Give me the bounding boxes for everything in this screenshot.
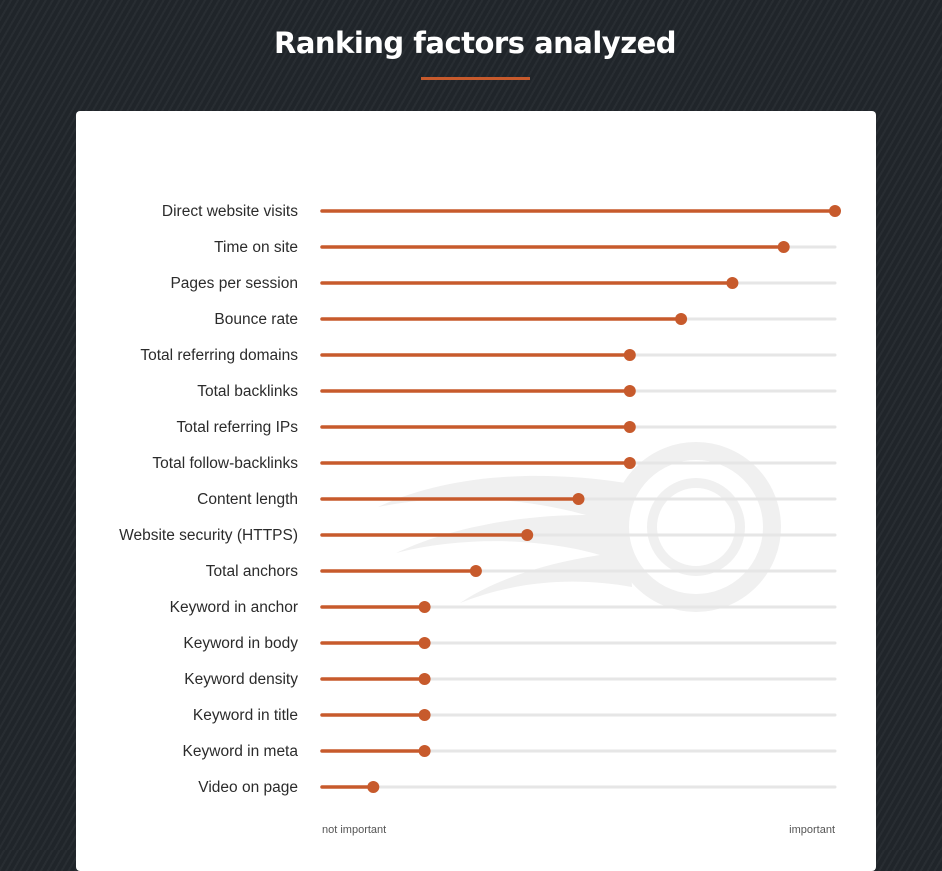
category-label: Time on site <box>214 239 298 256</box>
axis-min-label: not important <box>322 824 386 836</box>
value-point[interactable] <box>623 421 636 433</box>
value-point[interactable] <box>623 457 636 469</box>
page-title: Ranking factors analyzed <box>273 26 677 60</box>
category-label: Keyword in meta <box>183 743 299 760</box>
value-point[interactable] <box>623 349 636 361</box>
value-point[interactable] <box>675 313 688 325</box>
category-label: Content length <box>197 491 298 508</box>
value-point[interactable] <box>829 205 841 217</box>
category-label: Keyword in title <box>193 707 298 724</box>
chart-card: Direct website visits Time on site Pages p… <box>76 111 876 871</box>
category-label: Keyword in body <box>183 635 298 652</box>
category-label: Total backlinks <box>197 383 298 400</box>
value-point[interactable] <box>572 493 585 505</box>
title-underline <box>421 77 530 80</box>
category-label: Video on page <box>198 779 298 796</box>
brand-logo-icon <box>378 442 781 612</box>
category-label: Total referring domains <box>140 347 298 364</box>
category-label: Bounce rate <box>214 311 298 328</box>
value-point[interactable] <box>367 781 380 793</box>
chart-rows: Direct website visits Time on site Pages p… <box>119 203 841 796</box>
value-point[interactable] <box>623 385 636 397</box>
value-point[interactable] <box>469 565 482 577</box>
value-point[interactable] <box>418 637 431 649</box>
category-label: Keyword density <box>184 671 298 688</box>
value-point[interactable] <box>418 601 431 613</box>
lollipop-chart: Direct website visits Time on site Pages p… <box>119 203 841 836</box>
category-label: Total follow-backlinks <box>152 455 298 472</box>
axis-max-label: important <box>789 824 835 836</box>
value-point[interactable] <box>726 277 739 289</box>
category-label: Keyword in anchor <box>170 599 298 616</box>
value-point[interactable] <box>521 529 534 541</box>
category-label: Total referring IPs <box>177 419 299 436</box>
value-point[interactable] <box>418 673 431 685</box>
category-label: Pages per session <box>170 275 298 292</box>
value-point[interactable] <box>418 709 431 721</box>
value-point[interactable] <box>777 241 790 253</box>
category-label: Website security (HTTPS) <box>119 527 298 544</box>
category-label: Total anchors <box>206 563 298 580</box>
category-label: Direct website visits <box>162 203 298 220</box>
value-point[interactable] <box>418 745 431 757</box>
